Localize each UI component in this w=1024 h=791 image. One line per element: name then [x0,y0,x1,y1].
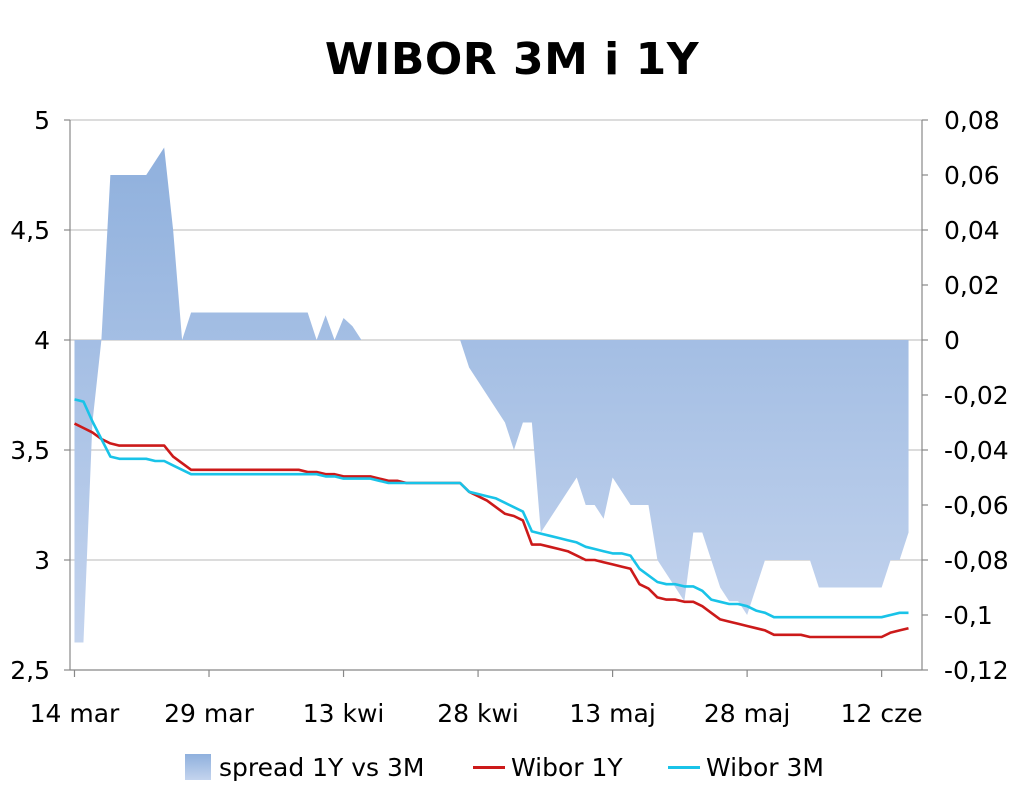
left-tick-label: 3 [34,546,50,575]
left-tick-label: 5 [34,106,50,135]
right-tick-label: 0,06 [944,161,1000,190]
right-axis-ticks: -0,12 -0,1 -0,08 -0,06 -0,04 -0,02 0 0,02 0,04 0,… [922,106,1009,685]
chart-title: WIBOR 3M i 1Y [324,34,700,85]
legend-swatch-spread [185,754,211,780]
right-tick-label: 0,02 [944,271,1000,300]
left-axis-ticks: 2,5 3 3,5 4 4,5 5 [10,106,70,685]
legend: spread 1Y vs 3M Wibor 1Y Wibor 3M [0,748,1024,788]
lines-layer [73,398,909,639]
x-tick-label: 13 maj [569,699,655,728]
legend-item-spread: spread 1Y vs 3M [185,748,425,786]
right-tick-label: -0,06 [944,491,1009,520]
legend-item-wibor-3m: Wibor 3M [668,748,824,786]
legend-swatch-wibor-1y [473,765,505,769]
series-area-spread [74,147,909,643]
right-tick-label: -0,04 [944,436,1009,465]
left-tick-label: 3,5 [10,436,50,465]
right-tick-label: -0,12 [944,656,1009,685]
left-tick-label: 2,5 [10,656,50,685]
x-tick-label: 28 kwi [437,699,519,728]
right-tick-label: -0,1 [944,601,993,630]
x-tick-label: 29 mar [164,699,254,728]
legend-label-wibor-1y: Wibor 1Y [511,752,623,782]
series-line-wibor-3m [74,398,909,619]
right-tick-label: 0,08 [944,106,1000,135]
spread-area-layer [74,147,909,643]
x-tick-label: 13 kwi [303,699,385,728]
series-line-wibor-1y [73,422,909,639]
left-tick-label: 4 [34,326,50,355]
x-tick-label: 28 maj [704,699,790,728]
legend-label-spread: spread 1Y vs 3M [219,752,425,782]
legend-swatch-wibor-3m [668,765,700,769]
x-tick-label: 12 cze [841,699,923,728]
left-tick-label: 4,5 [10,216,50,245]
right-tick-label: -0,02 [944,381,1009,410]
x-axis-ticks: 14 mar 29 mar 13 kwi 28 kwi 13 maj 28 maj 12 c… [30,670,923,728]
legend-label-wibor-3m: Wibor 3M [706,752,824,782]
x-tick-label: 14 mar [30,699,120,728]
right-tick-label: 0,04 [944,216,1000,245]
right-tick-label: -0,08 [944,546,1009,575]
right-tick-label: 0 [944,326,960,355]
legend-item-wibor-1y: Wibor 1Y [473,748,623,786]
